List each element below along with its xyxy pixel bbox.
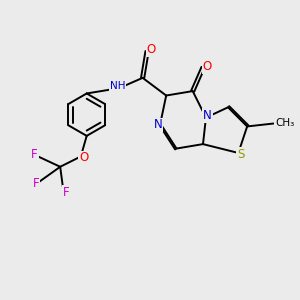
Text: S: S — [237, 148, 244, 161]
Text: O: O — [147, 44, 156, 56]
Text: O: O — [203, 60, 212, 73]
Text: N: N — [203, 109, 212, 122]
Text: N: N — [154, 118, 162, 131]
Text: F: F — [63, 186, 69, 199]
Text: F: F — [31, 148, 38, 160]
Text: CH₃: CH₃ — [275, 118, 295, 128]
Text: NH: NH — [110, 81, 125, 91]
Text: F: F — [33, 177, 39, 190]
Text: O: O — [79, 152, 88, 164]
